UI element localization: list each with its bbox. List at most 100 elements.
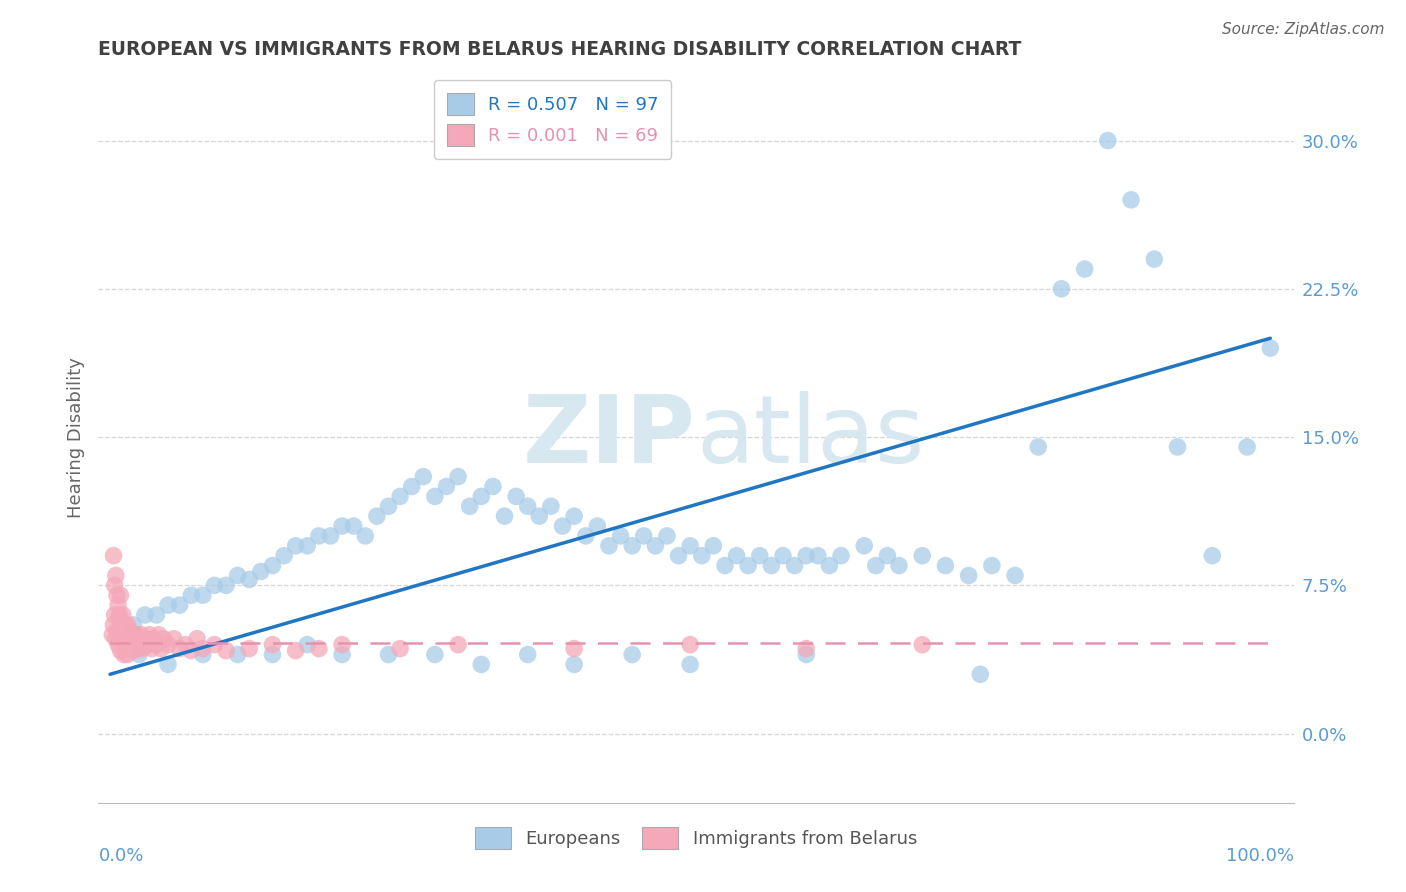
- Point: [679, 539, 702, 553]
- Point: [143, 632, 166, 646]
- Point: [124, 643, 146, 657]
- Point: [529, 509, 551, 524]
- Point: [980, 558, 1002, 573]
- Point: [215, 578, 238, 592]
- Point: [377, 648, 399, 662]
- Point: [191, 588, 214, 602]
- Point: [794, 641, 817, 656]
- Point: [238, 641, 260, 656]
- Point: [865, 558, 887, 573]
- Point: [1119, 193, 1142, 207]
- Point: [887, 558, 910, 573]
- Point: [174, 638, 197, 652]
- Point: [111, 618, 134, 632]
- Point: [330, 519, 353, 533]
- Point: [1004, 568, 1026, 582]
- Text: EUROPEAN VS IMMIGRANTS FROM BELARUS HEARING DISABILITY CORRELATION CHART: EUROPEAN VS IMMIGRANTS FROM BELARUS HEAR…: [98, 39, 1022, 59]
- Point: [354, 529, 377, 543]
- Point: [262, 558, 284, 573]
- Point: [389, 489, 412, 503]
- Point: [297, 539, 319, 553]
- Point: [586, 519, 609, 533]
- Text: Source: ZipAtlas.com: Source: ZipAtlas.com: [1222, 22, 1385, 37]
- Point: [101, 628, 124, 642]
- Point: [969, 667, 991, 681]
- Point: [1097, 134, 1119, 148]
- Legend: Europeans, Immigrants from Belarus: Europeans, Immigrants from Belarus: [468, 820, 924, 856]
- Point: [111, 618, 134, 632]
- Point: [772, 549, 794, 563]
- Point: [115, 638, 138, 652]
- Point: [911, 638, 934, 652]
- Point: [150, 641, 173, 656]
- Point: [110, 643, 132, 657]
- Point: [120, 638, 142, 652]
- Point: [377, 500, 399, 514]
- Point: [169, 641, 191, 656]
- Point: [482, 479, 505, 493]
- Point: [447, 469, 470, 483]
- Point: [714, 558, 737, 573]
- Point: [284, 643, 307, 657]
- Point: [104, 578, 127, 592]
- Point: [104, 568, 127, 582]
- Point: [152, 632, 174, 646]
- Point: [783, 558, 806, 573]
- Point: [644, 539, 666, 553]
- Point: [725, 549, 748, 563]
- Point: [134, 632, 156, 646]
- Point: [621, 648, 644, 662]
- Point: [1166, 440, 1188, 454]
- Point: [423, 648, 446, 662]
- Point: [111, 632, 134, 646]
- Point: [114, 638, 136, 652]
- Point: [609, 529, 631, 543]
- Point: [330, 648, 353, 662]
- Point: [470, 489, 492, 503]
- Point: [830, 549, 852, 563]
- Point: [186, 632, 208, 646]
- Point: [114, 618, 136, 632]
- Text: 100.0%: 100.0%: [1226, 847, 1294, 865]
- Point: [180, 588, 202, 602]
- Point: [273, 549, 295, 563]
- Point: [117, 648, 139, 662]
- Point: [1258, 341, 1281, 355]
- Point: [103, 618, 125, 632]
- Point: [180, 643, 202, 657]
- Point: [121, 628, 143, 642]
- Point: [191, 641, 214, 656]
- Point: [957, 568, 980, 582]
- Point: [401, 479, 423, 493]
- Point: [621, 539, 644, 553]
- Point: [138, 628, 160, 642]
- Point: [853, 539, 876, 553]
- Point: [540, 500, 562, 514]
- Point: [562, 657, 585, 672]
- Point: [690, 549, 713, 563]
- Point: [436, 479, 458, 493]
- Point: [679, 657, 702, 672]
- Point: [122, 632, 145, 646]
- Point: [110, 588, 132, 602]
- Point: [136, 638, 159, 652]
- Point: [308, 641, 330, 656]
- Point: [458, 500, 481, 514]
- Point: [389, 641, 412, 656]
- Point: [737, 558, 759, 573]
- Point: [423, 489, 446, 503]
- Point: [575, 529, 598, 543]
- Point: [598, 539, 620, 553]
- Point: [112, 628, 135, 642]
- Point: [702, 539, 724, 553]
- Point: [191, 648, 214, 662]
- Point: [343, 519, 366, 533]
- Point: [494, 509, 516, 524]
- Point: [794, 648, 817, 662]
- Point: [108, 607, 131, 622]
- Point: [129, 638, 152, 652]
- Point: [131, 628, 153, 642]
- Point: [105, 624, 128, 638]
- Point: [761, 558, 783, 573]
- Point: [169, 598, 191, 612]
